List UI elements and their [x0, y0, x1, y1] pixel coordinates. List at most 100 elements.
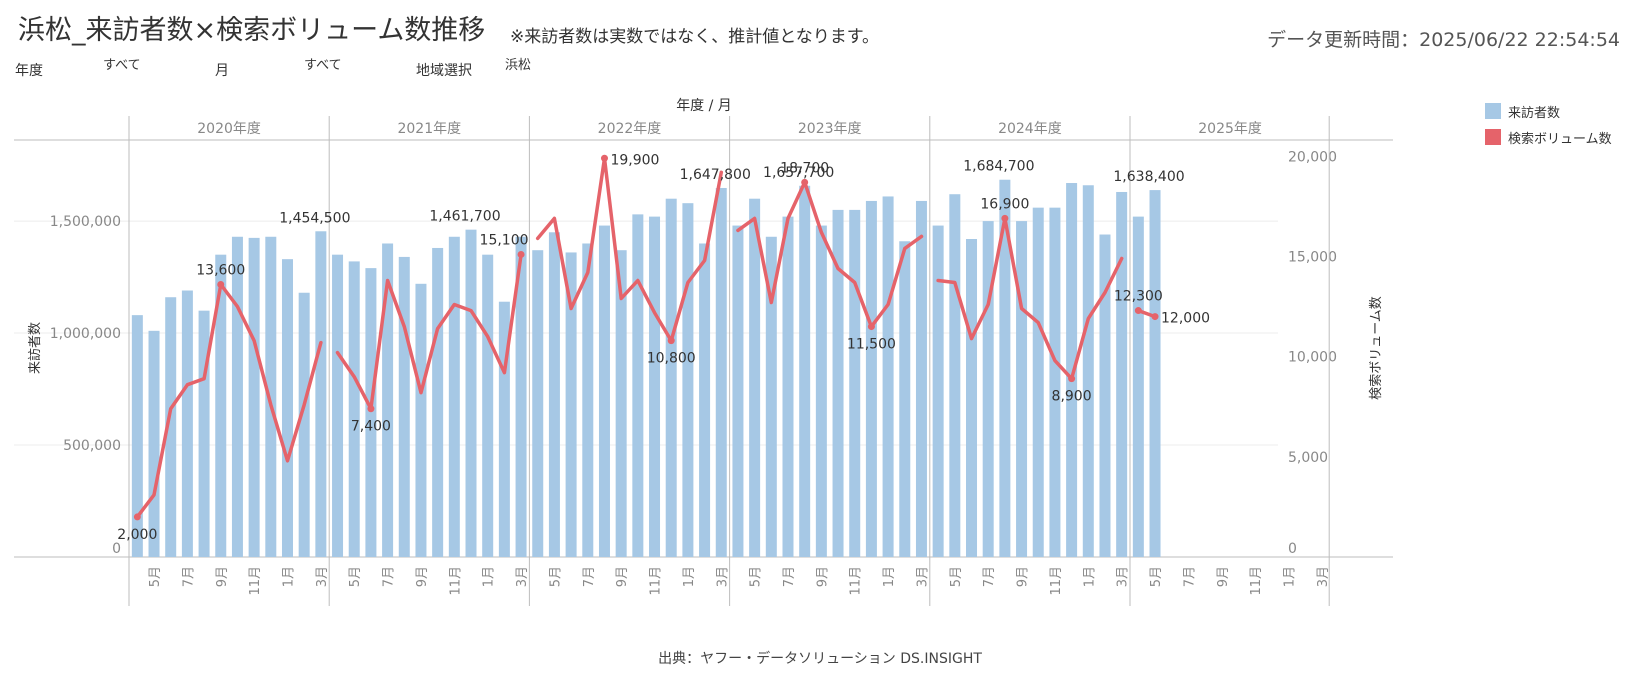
visitor-bar — [832, 209, 844, 557]
visitor-bar — [215, 254, 227, 557]
y2-tick-label: 5,000 — [1288, 450, 1328, 466]
year-header: 2023年度 — [798, 121, 862, 137]
visitor-bar — [849, 209, 861, 557]
visitor-bar — [148, 330, 160, 557]
legend-item-visitors[interactable]: 来訪者数 — [1485, 98, 1612, 124]
filter-year-label: 年度 — [15, 63, 43, 79]
search-data-label: 19,900 — [610, 152, 659, 168]
month-tick-label: 3月 — [515, 566, 530, 587]
month-tick-label: 7月 — [782, 566, 797, 587]
visitor-bar — [498, 301, 510, 557]
visitor-bar — [398, 256, 410, 557]
visitor-data-label: 1,684,700 — [963, 159, 1034, 175]
top-axis-title: 年度 / 月 — [676, 98, 732, 114]
visitor-bar — [348, 261, 360, 557]
visitor-bar — [966, 239, 978, 557]
visitor-bar — [1066, 183, 1078, 557]
legend-label-visitors: 来訪者数 — [1508, 105, 1561, 121]
month-tick-label: 3月 — [915, 566, 930, 587]
y-tick-label: 1,500,000 — [50, 214, 121, 230]
visitor-bar — [165, 297, 177, 557]
search-point — [133, 513, 141, 521]
filter-year-select[interactable]: すべて — [103, 58, 141, 73]
search-volume-line — [535, 156, 724, 343]
search-data-label: 12,300 — [1114, 289, 1163, 305]
search-point — [1134, 307, 1142, 315]
month-tick-label: 5月 — [749, 566, 764, 587]
month-tick-label: 1月 — [882, 566, 897, 587]
search-data-label: 13,600 — [196, 263, 245, 279]
visitor-bar — [699, 243, 711, 557]
search-data-label: 15,100 — [480, 232, 529, 248]
visitor-bar — [865, 200, 877, 557]
y2-tick-label: 20,000 — [1288, 149, 1337, 165]
search-point — [217, 281, 225, 289]
visitor-bar — [949, 194, 961, 557]
month-tick-label: 9月 — [815, 566, 830, 587]
search-data-label: 8,900 — [1052, 389, 1092, 405]
month-tick-label: 11月 — [248, 566, 263, 596]
visitor-bar — [231, 236, 243, 557]
visitor-bar — [815, 225, 827, 557]
legend-item-search[interactable]: 検索ボリューム数 — [1485, 124, 1612, 150]
visitor-bar — [1016, 221, 1028, 557]
visitor-bar — [515, 236, 527, 557]
month-tick-label: 7月 — [1182, 566, 1197, 587]
month-tick-label: 9月 — [415, 566, 430, 587]
visitor-bar — [1099, 234, 1111, 558]
visitor-bar — [782, 216, 794, 558]
y-axis-title: 来訪者数 — [27, 322, 43, 374]
year-header: 2021年度 — [397, 121, 461, 137]
visitor-bar — [482, 254, 494, 557]
visitor-bar — [915, 200, 927, 557]
visitor-bar — [982, 221, 994, 557]
month-tick-label: 9月 — [215, 566, 230, 587]
month-tick-label: 11月 — [1249, 566, 1264, 596]
visitor-bar — [665, 198, 677, 558]
visitor-bar — [932, 225, 944, 557]
visitor-bar — [181, 290, 193, 557]
y-tick-label: 1,000,000 — [50, 326, 121, 342]
visitor-bar — [315, 231, 327, 557]
year-header: 2022年度 — [598, 121, 662, 137]
search-data-label: 16,900 — [980, 196, 1029, 212]
month-tick-label: 7月 — [181, 566, 196, 587]
search-point — [667, 337, 675, 345]
visitor-bar — [582, 243, 594, 557]
search-volume-line — [936, 216, 1124, 381]
visitor-bar — [532, 250, 544, 557]
month-tick-label: 5月 — [348, 566, 363, 587]
visitor-bar — [265, 236, 277, 557]
month-tick-label: 11月 — [849, 566, 864, 596]
y2-tick-label: 0 — [1288, 541, 1297, 557]
search-data-label: 11,500 — [847, 337, 896, 353]
search-data-label: 10,800 — [647, 351, 696, 367]
month-tick-label: 7月 — [382, 566, 397, 587]
visitor-bar — [682, 203, 694, 557]
visitor-bar — [465, 229, 477, 557]
search-point — [801, 178, 809, 186]
filter-month-select[interactable]: すべて — [304, 58, 342, 73]
visitor-bar — [415, 283, 427, 557]
month-tick-label: 3月 — [1116, 566, 1131, 587]
y-tick-label: 0 — [112, 541, 121, 557]
visitor-bar — [1116, 191, 1128, 557]
visitor-data-label: 1,657,700 — [763, 165, 834, 181]
filter-region-select[interactable]: 浜松 — [505, 58, 532, 73]
month-tick-label: 3月 — [715, 566, 730, 587]
visitor-bar — [1132, 216, 1144, 558]
month-tick-label: 9月 — [615, 566, 630, 587]
search-data-label: 18,700 — [780, 160, 829, 176]
month-tick-label: 7月 — [582, 566, 597, 587]
search-point — [867, 323, 875, 331]
visitor-bar — [799, 185, 811, 557]
month-tick-label: 11月 — [448, 566, 463, 596]
visitor-data-label: 1,647,800 — [680, 167, 751, 183]
month-tick-label: 5月 — [548, 566, 563, 587]
data-source: 出典：ヤフー・データソリューション DS.INSIGHT — [658, 651, 982, 667]
year-header: 2020年度 — [197, 121, 261, 137]
year-header: 2024年度 — [998, 121, 1062, 137]
month-tick-label: 1月 — [1282, 566, 1297, 587]
search-data-label: 7,400 — [351, 419, 391, 435]
